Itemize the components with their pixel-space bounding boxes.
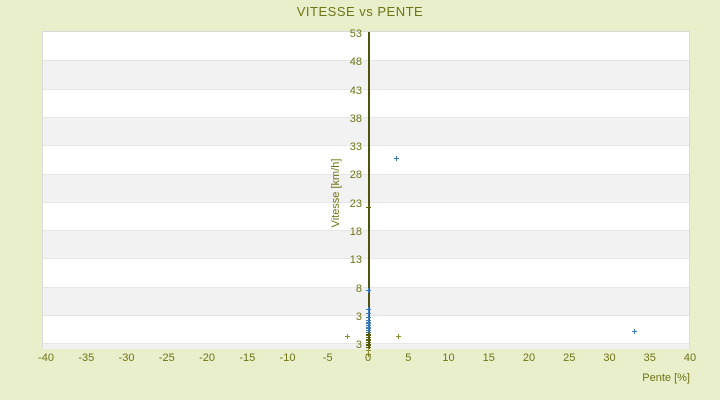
x-tick-label: 10 bbox=[442, 352, 455, 364]
grid-band bbox=[43, 230, 689, 259]
y-tick-label: 18 bbox=[349, 226, 362, 239]
x-axis-title: Pente [%] bbox=[642, 372, 690, 384]
data-point bbox=[366, 347, 371, 353]
x-tick-label: 5 bbox=[405, 352, 412, 364]
x-tick-label: -25 bbox=[158, 352, 175, 364]
x-tick-label: 40 bbox=[683, 352, 697, 364]
x-tick-label: 25 bbox=[563, 352, 576, 364]
y-tick-label: 48 bbox=[349, 56, 362, 69]
x-tick-label: -15 bbox=[239, 352, 256, 364]
data-point bbox=[366, 306, 371, 312]
x-tick-label: 20 bbox=[522, 352, 536, 364]
y-tick-label: 38 bbox=[349, 112, 362, 125]
y-tick-label: 53 bbox=[349, 27, 362, 40]
grid-band bbox=[43, 315, 689, 343]
data-point bbox=[395, 334, 401, 340]
data-point bbox=[366, 314, 371, 320]
x-tick-label: 0 bbox=[364, 352, 372, 364]
data-point bbox=[366, 351, 371, 357]
y-tick-label: 33 bbox=[349, 141, 362, 154]
grid-band bbox=[43, 145, 689, 173]
y-tick-label: 3 bbox=[355, 339, 362, 352]
plot-area: 53 48 43 38 33 28 23 18 13 8 3 3 bbox=[42, 27, 690, 357]
data-point bbox=[366, 204, 371, 210]
data-point bbox=[366, 287, 371, 293]
data-point bbox=[345, 334, 351, 340]
y-tick-label: 43 bbox=[349, 84, 362, 97]
x-tick-label: 35 bbox=[643, 352, 656, 364]
grid-band bbox=[43, 258, 689, 286]
grid-band bbox=[43, 173, 689, 202]
data-point bbox=[366, 310, 371, 316]
x-tick-label: -40 bbox=[38, 352, 54, 364]
grid-band bbox=[43, 201, 689, 230]
y-axis-line bbox=[368, 32, 370, 349]
x-tick-label: -30 bbox=[118, 352, 135, 364]
y-tick-label: 23 bbox=[349, 197, 362, 210]
x-tick-label: -20 bbox=[199, 352, 215, 364]
y-tick-label: 3 bbox=[355, 311, 362, 324]
grid-band bbox=[43, 88, 689, 117]
grid-band bbox=[43, 116, 689, 146]
x-tick-label: 15 bbox=[482, 352, 495, 364]
data-point bbox=[631, 328, 637, 334]
data-point bbox=[394, 155, 400, 161]
y-axis-title: Vitesse [km/h] bbox=[330, 158, 342, 228]
grid-band bbox=[43, 60, 689, 89]
x-tick-label: -35 bbox=[78, 352, 95, 364]
y-tick-label: 13 bbox=[349, 254, 362, 267]
x-tick-label: -5 bbox=[322, 352, 333, 364]
grid-band bbox=[43, 286, 689, 316]
chart-title: VITESSE vs PENTE bbox=[296, 4, 424, 19]
x-tick-label: 30 bbox=[603, 352, 616, 364]
y-tick-label: 28 bbox=[349, 169, 362, 182]
data-point bbox=[366, 345, 371, 351]
x-tick-label: -10 bbox=[279, 352, 296, 364]
y-tick-label: 8 bbox=[355, 282, 362, 295]
